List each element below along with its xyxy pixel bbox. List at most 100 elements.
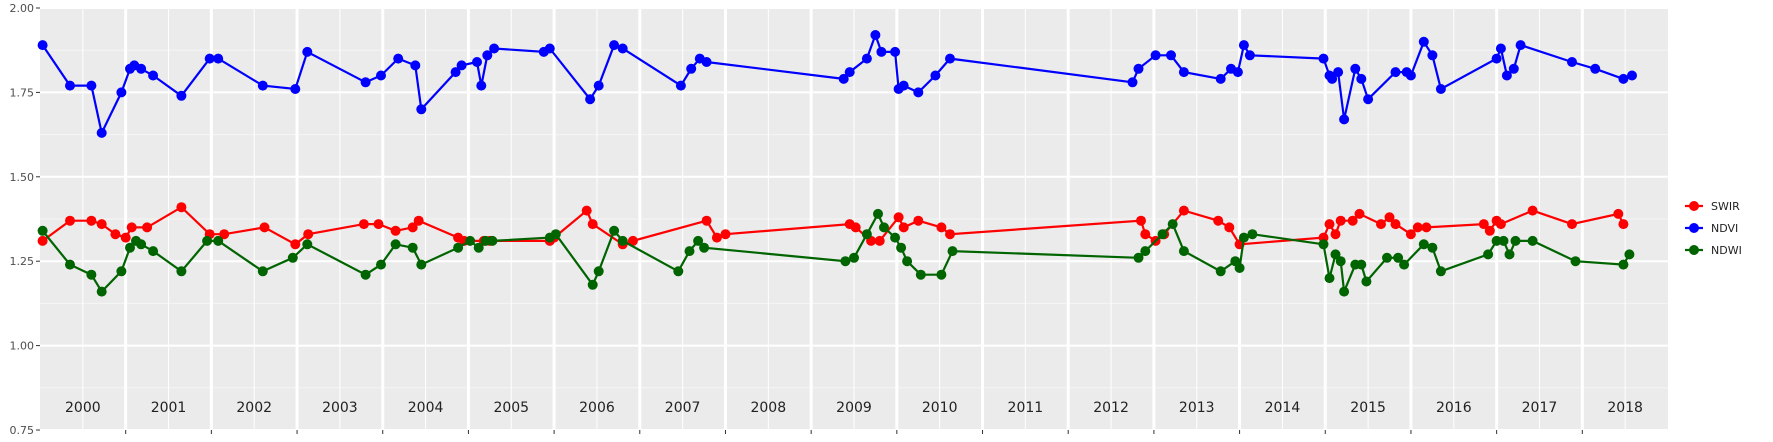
data-point-ndvi (1363, 94, 1374, 105)
data-point-ndwi (840, 256, 851, 267)
data-point-ndvi (257, 80, 268, 91)
data-point-ndwi (86, 269, 97, 280)
data-point-ndvi (472, 57, 482, 67)
data-point-ndwi (1483, 249, 1494, 260)
data-point-ndvi (945, 53, 955, 64)
data-point-ndvi (1127, 77, 1138, 88)
year-label-2005: 2005 (493, 400, 529, 416)
data-point-swir (1140, 229, 1151, 240)
data-point-ndwi (473, 242, 484, 253)
data-point-ndwi (1361, 276, 1372, 287)
data-point-ndwi (487, 235, 498, 246)
data-point-ndwi (416, 259, 427, 270)
data-point-swir (390, 225, 401, 236)
data-point-swir (1613, 208, 1624, 219)
data-point-swir (1136, 215, 1146, 226)
year-label-2012: 2012 (1093, 400, 1129, 416)
data-point-ndwi (302, 239, 313, 250)
data-point-swir (1224, 222, 1235, 233)
data-point-swir (874, 235, 885, 246)
data-point-ndwi (673, 266, 684, 277)
data-point-swir (711, 232, 722, 243)
legend-label: SWIR (1711, 200, 1740, 213)
data-point-ndvi (686, 63, 697, 74)
data-point-ndvi (482, 50, 493, 61)
data-point-swir (413, 215, 424, 226)
data-point-ndwi (1527, 235, 1538, 246)
data-point-ndwi (37, 225, 48, 236)
data-point-ndvi (410, 60, 421, 71)
data-point-ndvi (675, 80, 686, 91)
data-point-ndwi (1157, 229, 1168, 240)
data-point-ndwi (1247, 229, 1258, 240)
year-label-2013: 2013 (1179, 400, 1215, 416)
data-point-ndwi (1382, 252, 1392, 263)
y-tick-label: 1.25 (10, 255, 35, 268)
data-point-ndvi (1178, 67, 1189, 78)
data-point-swir (1330, 229, 1341, 240)
data-point-ndwi (849, 252, 859, 263)
data-point-swir (1527, 205, 1538, 216)
data-point-ndvi (476, 80, 487, 91)
data-point-swir (1324, 219, 1335, 230)
data-point-ndwi (1356, 259, 1367, 270)
data-point-ndvi (1350, 63, 1361, 74)
data-point-ndwi (1427, 242, 1438, 253)
data-point-ndwi (609, 225, 620, 236)
data-point-ndvi (838, 73, 849, 84)
data-point-ndvi (450, 67, 461, 78)
data-point-ndwi (1399, 259, 1410, 270)
data-point-ndvi (1515, 40, 1526, 51)
data-point-swir (587, 219, 598, 230)
data-point-ndwi (873, 208, 883, 219)
year-label-2017: 2017 (1522, 400, 1558, 416)
year-label-2003: 2003 (322, 400, 358, 416)
year-label-2014: 2014 (1265, 400, 1301, 416)
data-point-ndwi (125, 242, 135, 253)
year-label-2001: 2001 (151, 400, 187, 416)
data-point-ndvi (1166, 50, 1176, 61)
data-point-ndwi (890, 232, 901, 243)
data-point-ndvi (870, 30, 881, 40)
data-point-swir (1178, 205, 1189, 216)
data-point-ndvi (861, 53, 872, 64)
data-point-swir (1567, 219, 1577, 230)
data-point-swir (1421, 222, 1432, 233)
data-point-ndvi (890, 46, 901, 57)
data-point-swir (1484, 225, 1495, 236)
data-point-ndvi (393, 53, 404, 64)
data-point-swir (850, 222, 861, 233)
data-point-swir (720, 229, 731, 240)
data-point-ndwi (148, 246, 159, 257)
data-point-ndvi (617, 43, 628, 54)
series-ndwi (37, 208, 1635, 297)
data-point-swir (1405, 229, 1416, 240)
data-point-ndvi (37, 40, 48, 51)
data-point-ndvi (876, 46, 887, 57)
year-label-2002: 2002 (236, 400, 272, 416)
data-point-ndwi (936, 269, 947, 280)
data-point-ndvi (913, 87, 924, 98)
data-point-ndvi (1133, 63, 1144, 74)
data-point-swir (1384, 212, 1395, 223)
data-point-ndvi (544, 43, 555, 54)
data-point-swir (176, 202, 187, 213)
data-point-ndwi (1167, 219, 1178, 230)
legend-item-ndwi: NDWI (1685, 244, 1742, 257)
data-point-ndvi (1618, 73, 1629, 84)
data-point-ndwi (1238, 232, 1249, 243)
data-point-ndvi (1418, 36, 1429, 47)
data-point-ndvi (593, 80, 604, 91)
data-point-ndvi (930, 70, 941, 81)
data-point-ndwi (1330, 249, 1341, 260)
data-point-ndvi (1491, 53, 1502, 64)
data-point-swir (1376, 219, 1386, 230)
year-label-2011: 2011 (1008, 400, 1044, 416)
y-axis: 0.75 1.00 1.25 1.50 1.75 2.00 (10, 2, 40, 437)
legend-marker (1689, 201, 1699, 211)
data-point-ndvi (1232, 67, 1243, 78)
data-point-ndvi (1501, 70, 1512, 81)
data-point-swir (142, 222, 153, 233)
data-point-ndvi (176, 90, 187, 101)
